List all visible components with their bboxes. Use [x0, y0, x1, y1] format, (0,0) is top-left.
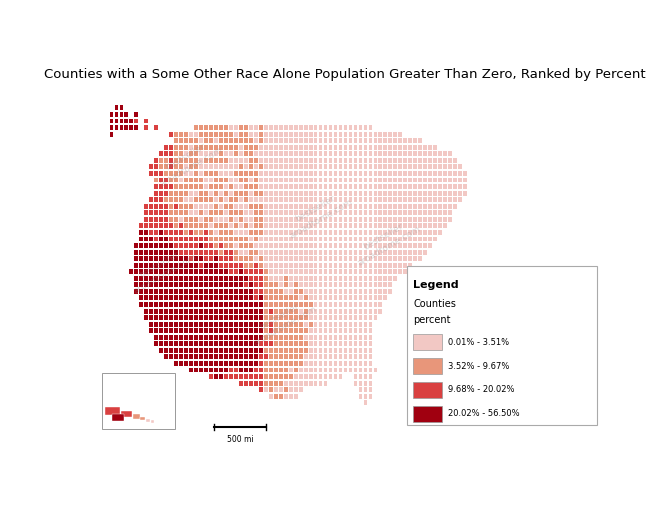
Text: bestseller
aroadtome.com: bestseller aroadtome.com [350, 215, 422, 268]
Bar [112, 414, 124, 421]
Text: 3.52% - 9.67%: 3.52% - 9.67% [448, 362, 509, 370]
Bar [407, 266, 597, 425]
Text: Counties with a Some Other Race Alone Population Greater Than Zero, Ranked by Pe: Counties with a Some Other Race Alone Po… [44, 68, 645, 81]
Bar [413, 382, 442, 398]
Text: bestseller
aroadtome.com: bestseller aroadtome.com [153, 135, 224, 189]
Bar [413, 406, 442, 422]
Bar [151, 420, 154, 423]
Text: 0.01% - 3.51%: 0.01% - 3.51% [448, 338, 509, 347]
Text: bestseller
aroadtome.com: bestseller aroadtome.com [282, 187, 354, 240]
Bar [146, 419, 150, 422]
Text: Legend: Legend [413, 280, 459, 290]
Bar [413, 358, 442, 373]
Bar [413, 334, 442, 350]
Text: Counties: Counties [413, 299, 456, 309]
Bar [105, 407, 120, 415]
Text: bestseller
aroadtome.com: bestseller aroadtome.com [246, 295, 318, 348]
Text: 20.02% - 56.50%: 20.02% - 56.50% [448, 409, 519, 419]
Text: bestseller
aroadtome.com: bestseller aroadtome.com [126, 243, 198, 296]
Text: 500 mi: 500 mi [227, 435, 253, 444]
Bar [122, 411, 132, 417]
Bar [133, 414, 140, 419]
Text: percent: percent [413, 315, 451, 325]
Bar [140, 417, 145, 420]
Text: 9.68% - 20.02%: 9.68% - 20.02% [448, 385, 515, 394]
Bar [102, 373, 175, 429]
